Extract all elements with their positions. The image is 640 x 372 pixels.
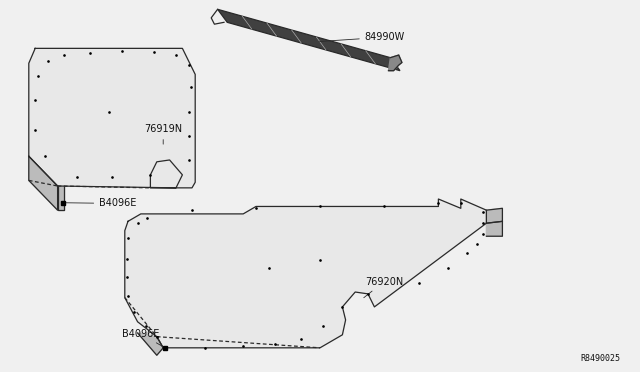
Text: R8490025: R8490025 bbox=[581, 354, 621, 363]
Polygon shape bbox=[58, 186, 64, 210]
Polygon shape bbox=[388, 55, 402, 71]
Polygon shape bbox=[29, 48, 195, 188]
Polygon shape bbox=[218, 9, 400, 71]
Text: 76920N: 76920N bbox=[364, 276, 403, 298]
Polygon shape bbox=[125, 199, 486, 348]
Polygon shape bbox=[138, 333, 163, 355]
Polygon shape bbox=[486, 221, 502, 236]
Text: 76919N: 76919N bbox=[144, 124, 182, 144]
Polygon shape bbox=[486, 208, 502, 223]
Text: 84990W: 84990W bbox=[319, 32, 405, 42]
Polygon shape bbox=[29, 156, 58, 210]
Text: B4096E: B4096E bbox=[65, 198, 136, 208]
Text: B4096E: B4096E bbox=[122, 328, 163, 346]
